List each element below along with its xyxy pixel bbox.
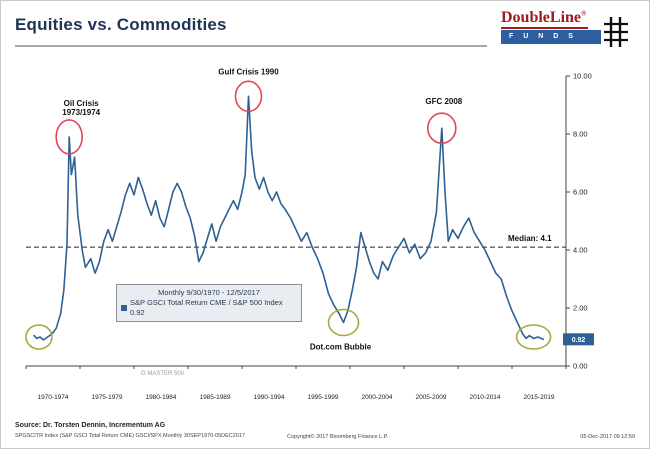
chart-area: 0.00 2.00 4.00 6.00 8.00 10.00 1970-1974 1975-1… (11, 51, 647, 411)
annotation-circle (327, 308, 360, 337)
x-tick-label: 2005-2009 (415, 394, 446, 401)
x-tick-label: 2015-2019 (523, 394, 554, 401)
annotation-circle (515, 324, 552, 350)
page-title: Equities vs. Commodities (15, 15, 227, 34)
median-label: Median: 4.1 (508, 234, 552, 243)
last-value-badge (563, 333, 594, 346)
last-value-label: 0.92 (572, 337, 586, 344)
logo-registered-mark: ® (581, 9, 587, 18)
x-tick-label: 1990-1994 (253, 394, 284, 401)
footer: Source: Dr. Torsten Dennin, Incrementum … (15, 421, 635, 440)
y-tick-label: 10.00 (573, 72, 592, 81)
y-tick-label: 0.00 (573, 362, 588, 371)
x-tick-label: 1985-1989 (199, 394, 230, 401)
logo-brand-text: DoubleLine® (501, 9, 589, 29)
timestamp: 05-Dec-2017 09:12:59 (580, 434, 635, 440)
logo-funds-bar: F U N D S (501, 29, 601, 44)
chart-watermark: G MASTER 500 (141, 371, 185, 377)
legend-swatch (121, 305, 127, 312)
source-detail-line: SPGSCITR Index (S&P GSCI Total Return CM… (15, 432, 245, 439)
y-tick-label: 2.00 (573, 304, 588, 313)
x-tick-label: 1970-1974 (37, 394, 68, 401)
annotation-label: GFC 2008 (425, 97, 462, 106)
y-tick-label: 8.00 (573, 130, 588, 139)
annotation-label: Oil Crisis 1973/1974 (62, 99, 100, 117)
logo-brand-word: DoubleLine (501, 9, 582, 26)
x-tick-label: 2000-2004 (361, 394, 392, 401)
annotation-circle (426, 112, 457, 144)
x-tick-label: 2010-2014 (469, 394, 500, 401)
annotation-circle (25, 324, 53, 350)
doubleline-logo: DoubleLine® F U N D S (501, 9, 633, 48)
x-tick-label: 1980-1984 (145, 394, 176, 401)
copyright-line: Copyright© 2017 Bloomberg Finance L.P. (286, 434, 389, 440)
x-tick-label: 1975-1979 (91, 394, 122, 401)
annotation-label: Dot.com Bubble (310, 343, 372, 352)
y-tick-label: 4.00 (573, 246, 588, 255)
annotation-circle (234, 80, 263, 113)
railroad-tracks-icon (604, 16, 628, 47)
legend-period: Monthly 9/30/1970 - 12/5/2017 (158, 288, 260, 297)
y-tick-label: 6.00 (573, 188, 588, 197)
source-line: Source: Dr. Torsten Dennin, Incrementum … (15, 422, 166, 430)
annotation-label: Gulf Crisis 1990 (218, 67, 279, 76)
series-line (33, 95, 545, 341)
annotation-circle (55, 119, 84, 155)
chart-svg: 0.00 2.00 4.00 6.00 8.00 10.00 1970-1974 1975-1… (25, 67, 594, 401)
title-underline (15, 45, 487, 47)
x-tick-label: 1995-1999 (307, 394, 338, 401)
legend-series-label: S&P GSCI Total Return CME / S&P 500 Inde… (130, 298, 283, 318)
chart-legend: Monthly 9/30/1970 - 12/5/2017 S&P GSCI T… (116, 284, 302, 323)
